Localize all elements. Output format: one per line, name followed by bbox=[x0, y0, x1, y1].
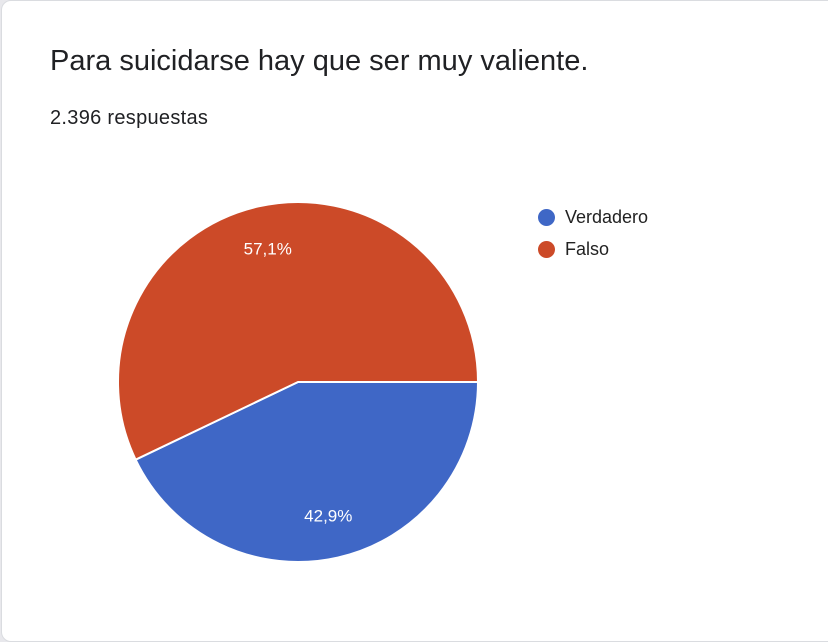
pie-data-label: 42,9% bbox=[304, 506, 352, 525]
question-title: Para suicidarse hay que ser muy valiente… bbox=[50, 45, 589, 77]
legend-swatch bbox=[538, 240, 555, 258]
legend: Verdadero Falso bbox=[538, 201, 648, 265]
legend-label: Verdadero bbox=[565, 206, 649, 227]
legend-item-falso[interactable]: Falso bbox=[538, 233, 648, 265]
pie-chart: 42,9% 57,1% bbox=[117, 201, 480, 563]
legend-label: Falso bbox=[565, 238, 610, 259]
legend-swatch bbox=[538, 208, 555, 226]
legend-item-verdadero[interactable]: Verdadero bbox=[538, 201, 648, 233]
pie-slice-verdadero[interactable] bbox=[134, 381, 480, 563]
pie-data-label: 57,1% bbox=[244, 240, 292, 259]
pie-slice-falso[interactable] bbox=[117, 201, 480, 461]
response-count: 2.396 respuestas bbox=[50, 107, 209, 129]
